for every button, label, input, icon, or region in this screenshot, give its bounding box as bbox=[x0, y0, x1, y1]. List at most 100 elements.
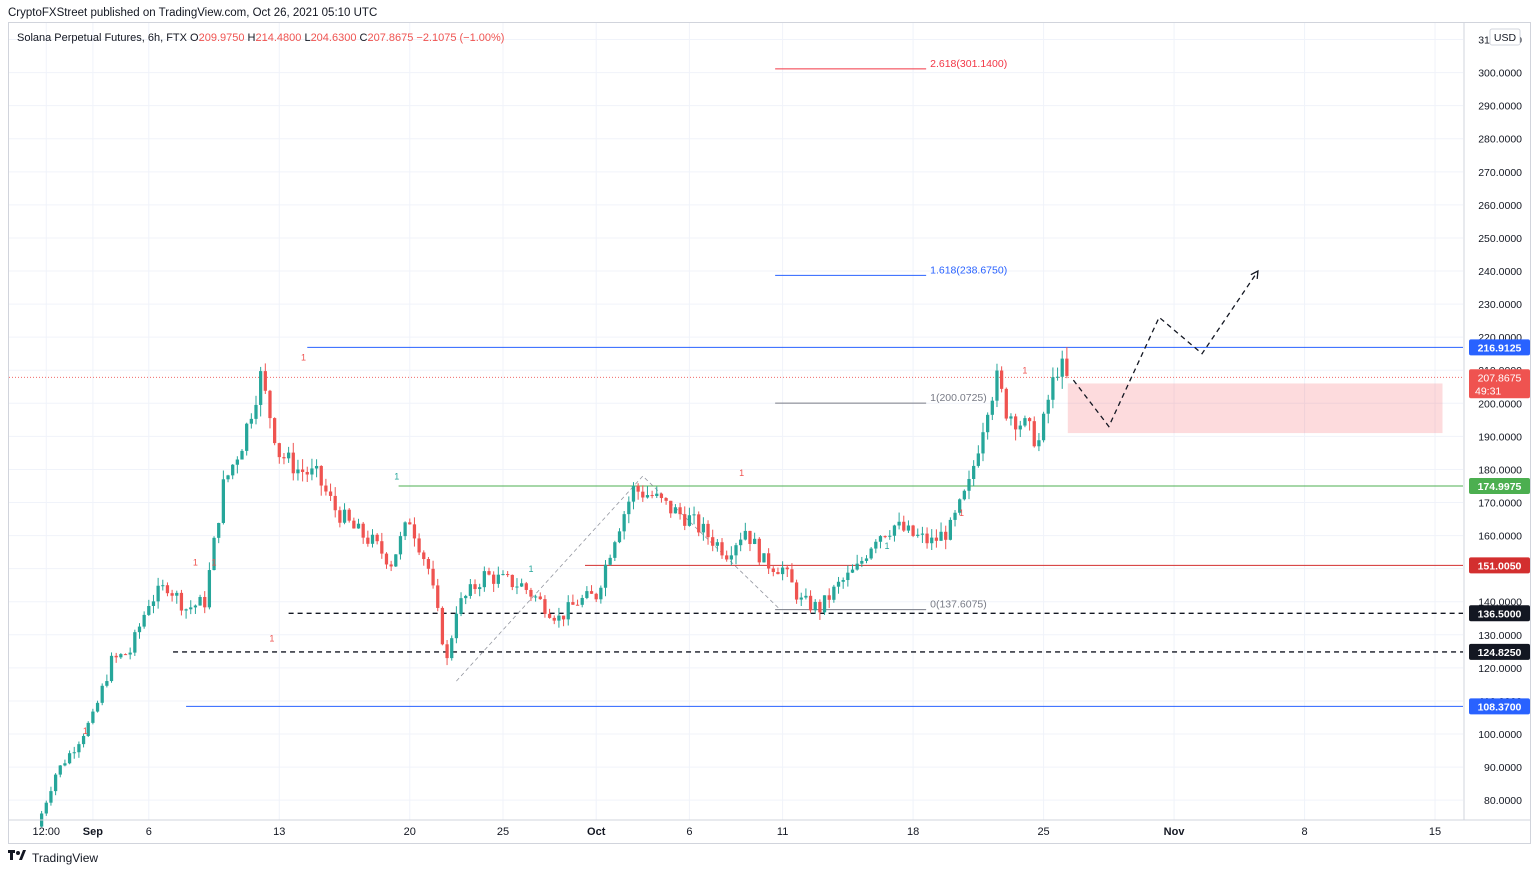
price-tick-label: 200.0000 bbox=[1478, 398, 1522, 410]
fractal-marker: 1 bbox=[959, 508, 964, 518]
current-price-tag bbox=[1469, 369, 1530, 399]
candle bbox=[403, 521, 407, 541]
candle-body bbox=[711, 537, 715, 546]
candle-body bbox=[440, 607, 445, 645]
candle bbox=[319, 465, 323, 496]
candle-body bbox=[492, 574, 496, 584]
candle bbox=[906, 520, 911, 533]
candle-body bbox=[412, 524, 417, 539]
candle-body bbox=[715, 542, 719, 546]
candle-body bbox=[403, 522, 407, 537]
candle-body bbox=[939, 531, 943, 541]
candle-body bbox=[827, 595, 831, 600]
candle-body bbox=[67, 753, 72, 764]
candle bbox=[855, 554, 859, 571]
candle bbox=[524, 581, 528, 595]
candle-body bbox=[608, 557, 612, 565]
candle bbox=[468, 578, 472, 599]
price-chart[interactable]: 2.618(301.1400) 1.618(238.6750) 1(200.0725… bbox=[9, 23, 1530, 843]
candle bbox=[762, 553, 766, 563]
candle bbox=[296, 459, 300, 481]
candle bbox=[776, 567, 780, 575]
candle bbox=[734, 542, 738, 565]
candle bbox=[986, 412, 990, 440]
candle bbox=[1046, 394, 1050, 424]
candle bbox=[976, 445, 980, 468]
candle-body bbox=[231, 464, 235, 476]
candle bbox=[664, 497, 668, 505]
candle-body bbox=[575, 604, 580, 606]
candle-body bbox=[995, 370, 999, 401]
candle-body bbox=[81, 735, 86, 745]
candle-body bbox=[165, 585, 170, 594]
candle bbox=[147, 599, 151, 617]
candle bbox=[925, 527, 929, 549]
candle-body bbox=[762, 553, 766, 563]
candle bbox=[426, 556, 431, 575]
candle bbox=[478, 583, 482, 597]
candle bbox=[790, 563, 794, 583]
candle bbox=[972, 460, 976, 487]
candle bbox=[142, 611, 146, 629]
candle-body bbox=[398, 536, 403, 555]
candle bbox=[631, 482, 636, 510]
candle-body bbox=[580, 597, 584, 605]
chart-legend: Solana Perpetual Futures, 6h, FTX O209.9… bbox=[17, 32, 504, 44]
candle-body bbox=[911, 525, 915, 536]
candle bbox=[212, 536, 216, 571]
fractal-marker: 1 bbox=[528, 564, 533, 574]
candle bbox=[95, 700, 100, 713]
candle bbox=[203, 591, 207, 614]
candle bbox=[217, 522, 221, 544]
candle bbox=[49, 786, 53, 806]
candle-body bbox=[902, 521, 906, 531]
candle bbox=[692, 506, 696, 525]
candle-body bbox=[687, 515, 692, 526]
candle-body bbox=[235, 459, 239, 465]
candle-body bbox=[822, 595, 827, 613]
candle bbox=[1051, 367, 1055, 409]
candle-body bbox=[496, 574, 500, 584]
candle bbox=[510, 574, 514, 591]
candle-body bbox=[1004, 388, 1008, 419]
fractal-marker: 1 bbox=[269, 633, 274, 643]
candle-body bbox=[184, 609, 188, 611]
candle-body bbox=[613, 542, 617, 558]
candle-body bbox=[338, 510, 342, 523]
candle-body bbox=[226, 475, 230, 480]
candle-body bbox=[860, 560, 864, 564]
legend-part: 204.6300 bbox=[311, 32, 360, 44]
candle bbox=[589, 585, 594, 594]
candle bbox=[431, 560, 435, 589]
candle bbox=[883, 535, 887, 539]
candle bbox=[496, 566, 500, 588]
candle bbox=[328, 483, 333, 502]
chart-container[interactable]: 2.618(301.1400) 1.618(238.6750) 1(200.0725… bbox=[8, 22, 1531, 844]
candle bbox=[1013, 413, 1018, 441]
demand-zone-box bbox=[1067, 383, 1443, 434]
legend-part: 214.4800 bbox=[256, 32, 305, 44]
price-tick-label: 80.0000 bbox=[1484, 795, 1522, 807]
candle-body bbox=[864, 558, 869, 561]
tradingview-brand-text: TradingView bbox=[32, 850, 99, 865]
candle bbox=[408, 518, 412, 525]
candle bbox=[333, 487, 337, 518]
candle-body bbox=[766, 553, 771, 569]
candle bbox=[245, 422, 249, 456]
candle bbox=[436, 578, 440, 612]
candle-body bbox=[44, 802, 48, 814]
candle bbox=[361, 521, 365, 544]
candle bbox=[81, 733, 86, 748]
candle-body bbox=[944, 531, 948, 540]
candle bbox=[394, 554, 398, 567]
candle-body bbox=[841, 580, 845, 582]
candle-body bbox=[445, 644, 449, 659]
candle-body bbox=[384, 553, 389, 565]
candle-body bbox=[245, 423, 249, 451]
time-axis: 12:00 Sep 6 13 20 25 Oct 6 11 18 25 Nov 8 15 bbox=[33, 826, 1442, 838]
candle bbox=[655, 486, 659, 499]
candle-body bbox=[962, 490, 966, 500]
candle-body bbox=[832, 586, 836, 600]
candle bbox=[263, 363, 267, 395]
candle bbox=[841, 577, 845, 589]
